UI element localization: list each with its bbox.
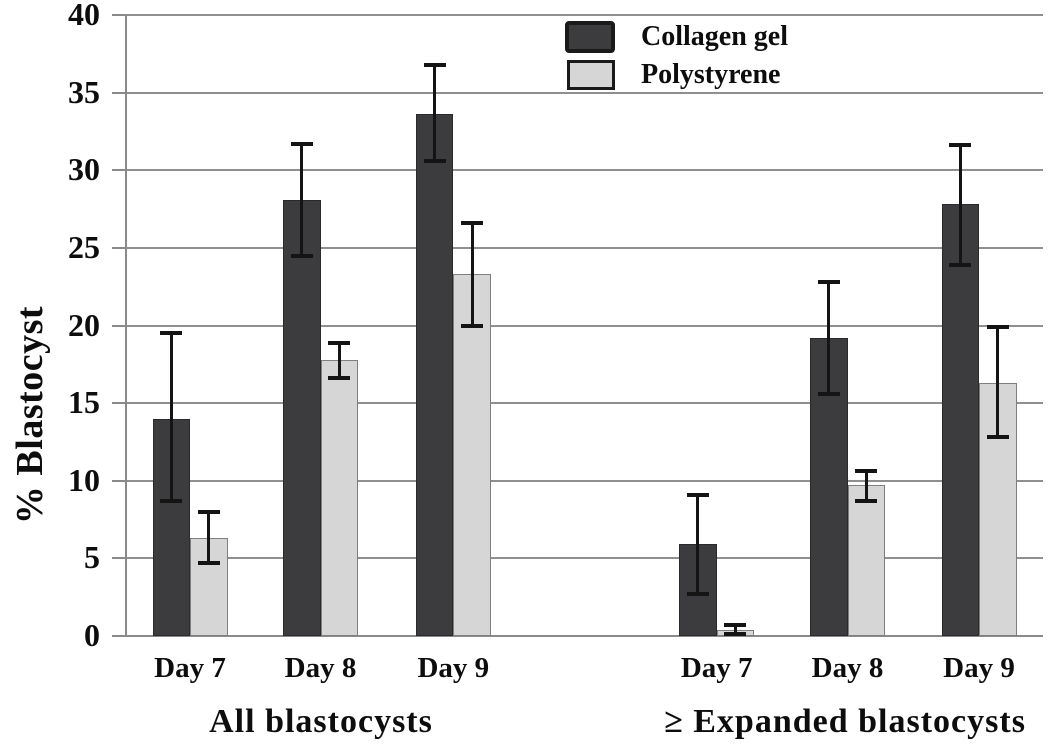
bar-collagen-gel bbox=[283, 199, 321, 636]
collagen-gel-swatch-icon bbox=[565, 20, 615, 53]
error-bar-line bbox=[433, 64, 437, 161]
error-bar-cap-top bbox=[423, 62, 446, 67]
error-bar-cap-top bbox=[461, 221, 484, 226]
bar-polystyrene bbox=[847, 485, 885, 636]
y-tick-mark bbox=[112, 402, 125, 405]
y-tick-label: 40 bbox=[68, 0, 100, 32]
x-category-label: Day 8 bbox=[811, 652, 884, 684]
x-category-label: Day 9 bbox=[417, 652, 490, 684]
error-bar-cap-top bbox=[197, 509, 220, 514]
y-tick-mark bbox=[112, 324, 125, 327]
x-category-label: Day 9 bbox=[943, 652, 1015, 684]
x-axis-line bbox=[125, 635, 1043, 637]
y-tick-mark bbox=[112, 479, 125, 482]
y-tick-label: 15 bbox=[68, 383, 100, 420]
error-bar-cap-top bbox=[724, 623, 747, 628]
x-group-label: All blastocysts bbox=[209, 703, 433, 740]
bar-collagen-gel bbox=[941, 204, 979, 636]
y-tick-label: 30 bbox=[68, 151, 100, 188]
bar-polystyrene bbox=[320, 359, 358, 636]
error-bar-cap-bottom bbox=[461, 323, 484, 328]
x-group-label: ≥ Expanded blastocysts bbox=[664, 703, 1026, 740]
error-bar-line bbox=[827, 282, 831, 394]
y-tick-mark bbox=[112, 169, 125, 172]
error-bar-cap-top bbox=[986, 325, 1009, 330]
gridline bbox=[125, 479, 1043, 482]
error-bar-line bbox=[864, 471, 868, 501]
gridline bbox=[125, 91, 1043, 94]
x-category-label: Day 7 bbox=[154, 652, 226, 684]
polystyrene-swatch-icon bbox=[567, 59, 615, 90]
error-bar-cap-bottom bbox=[855, 498, 878, 503]
error-bar-cap-top bbox=[949, 143, 972, 148]
gridline bbox=[125, 557, 1043, 560]
legend-item-collagen-gel: Collagen gel bbox=[565, 20, 788, 53]
y-tick-label: 10 bbox=[68, 461, 100, 498]
y-tick-mark bbox=[112, 91, 125, 94]
bar-collagen-gel bbox=[415, 114, 454, 636]
x-category-label: Day 7 bbox=[680, 652, 753, 684]
gridline bbox=[125, 324, 1043, 327]
error-bar-line bbox=[958, 145, 962, 265]
error-bar-line bbox=[470, 223, 474, 326]
error-bar-line bbox=[337, 342, 341, 379]
gridline bbox=[125, 169, 1043, 172]
x-category-label: Day 8 bbox=[284, 652, 357, 684]
y-tick-label: 0 bbox=[84, 616, 100, 653]
y-tick-mark bbox=[112, 14, 125, 16]
error-bar-cap-top bbox=[290, 141, 313, 146]
error-bar-cap-top bbox=[817, 280, 840, 285]
y-axis-line bbox=[125, 15, 127, 636]
gridline bbox=[125, 14, 1043, 16]
error-bar-line bbox=[733, 625, 737, 635]
y-tick-label: 25 bbox=[68, 228, 100, 265]
y-tick-label: 20 bbox=[68, 306, 100, 343]
gridline bbox=[125, 246, 1043, 249]
error-bar-cap-top bbox=[160, 331, 183, 336]
error-bar-cap-bottom bbox=[290, 253, 313, 258]
error-bar-line bbox=[996, 327, 1000, 438]
error-bar-line bbox=[696, 494, 700, 595]
y-tick-label: 35 bbox=[68, 73, 100, 110]
y-tick-mark bbox=[112, 557, 125, 560]
legend-label-collagen-gel: Collagen gel bbox=[641, 20, 788, 52]
error-bar-cap-top bbox=[328, 340, 351, 345]
y-tick-label: 5 bbox=[84, 539, 100, 576]
error-bar-cap-bottom bbox=[423, 158, 446, 163]
error-bar-cap-bottom bbox=[986, 435, 1009, 440]
error-bar-cap-bottom bbox=[197, 561, 220, 566]
y-tick-mark bbox=[112, 635, 125, 637]
error-bar-cap-top bbox=[686, 492, 709, 497]
error-bar-line bbox=[207, 511, 211, 564]
error-bar-line bbox=[300, 143, 304, 256]
error-bar-line bbox=[169, 333, 173, 501]
error-bar-cap-bottom bbox=[328, 376, 351, 381]
bar-polystyrene bbox=[453, 274, 491, 636]
legend: Collagen gel Polystyrene bbox=[565, 20, 788, 97]
error-bar-cap-bottom bbox=[686, 592, 709, 597]
error-bar-cap-top bbox=[855, 469, 878, 474]
y-tick-mark bbox=[112, 246, 125, 249]
error-bar-cap-bottom bbox=[724, 632, 747, 637]
error-bar-cap-bottom bbox=[949, 262, 972, 267]
error-bar-cap-bottom bbox=[160, 498, 183, 503]
error-bar-cap-bottom bbox=[817, 391, 840, 396]
legend-item-polystyrene: Polystyrene bbox=[565, 59, 788, 90]
gridline bbox=[125, 402, 1043, 405]
legend-label-polystyrene: Polystyrene bbox=[641, 58, 781, 90]
